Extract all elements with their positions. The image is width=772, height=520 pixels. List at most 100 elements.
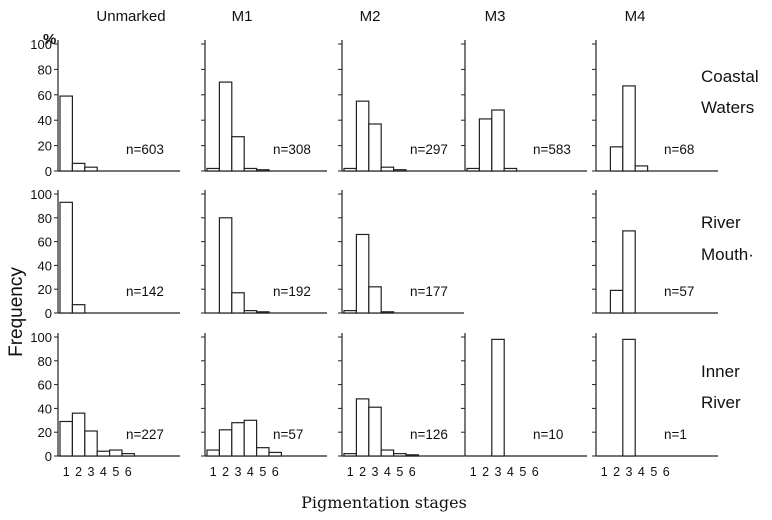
panel: 0 20 40 60 80 100 n=603	[30, 37, 180, 179]
sample-size-label: n=10	[533, 427, 563, 442]
x-tick-label: 2	[222, 465, 229, 479]
row-label: River	[701, 213, 741, 232]
x-axis-title: Pigmentation stages	[301, 493, 467, 512]
x-tick-label: 4	[247, 465, 254, 479]
row-labels: Coastal Waters River Mouth· Inner River	[701, 67, 759, 412]
x-tick-label: 1	[210, 465, 217, 479]
y-axis-title: Frequency	[6, 267, 27, 357]
sample-size-label: n=308	[273, 142, 311, 157]
x-tick-label: 3	[235, 465, 242, 479]
bar	[256, 447, 270, 457]
sample-size-label: n=126	[410, 427, 448, 442]
panel: n=57	[592, 190, 718, 314]
y-tick-label: 0	[45, 306, 52, 321]
bar	[256, 311, 270, 314]
y-tick-label: 80	[38, 211, 52, 226]
y-tick-label: 40	[38, 401, 52, 416]
panel: n=68	[592, 40, 718, 172]
bar	[243, 419, 258, 457]
sample-size-label: n=177	[410, 284, 448, 299]
x-tick-label: 4	[100, 465, 107, 479]
x-tick-label: 2	[359, 465, 366, 479]
bar	[380, 449, 395, 457]
x-tick-label: 5	[650, 465, 657, 479]
column-header: M2	[360, 8, 381, 25]
y-tick-label: 40	[38, 113, 52, 128]
bar	[380, 166, 395, 172]
y-tick-label: 100	[30, 330, 52, 345]
y-tick-label: 80	[38, 354, 52, 369]
x-tick-label: 1	[63, 465, 70, 479]
x-tick-label: 2	[75, 465, 82, 479]
bar	[622, 338, 636, 457]
x-tick-label: 3	[88, 465, 95, 479]
bar	[405, 454, 419, 457]
panel: 0 20 40 60 80 100 n=142	[30, 187, 180, 321]
bar	[59, 420, 73, 457]
bar	[466, 167, 480, 172]
bar	[355, 398, 370, 457]
row-label: Inner	[701, 362, 740, 381]
panel: n=57	[201, 333, 327, 457]
x-tick-label: 1	[470, 465, 477, 479]
bar	[218, 429, 233, 457]
y-tick-label: 20	[38, 425, 52, 440]
column-headers: Unmarked M1 M2 M3 M4	[96, 8, 645, 25]
sample-size-label: n=57	[273, 427, 303, 442]
panel: n=297	[338, 40, 464, 172]
bar	[609, 289, 624, 314]
x-tick-label: 2	[482, 465, 489, 479]
x-tick-label: 6	[125, 465, 132, 479]
x-tick-label: 6	[532, 465, 539, 479]
sample-size-label: n=227	[126, 427, 164, 442]
bar	[59, 95, 73, 172]
bar	[343, 167, 357, 172]
y-unit-label: %	[43, 31, 56, 48]
bar	[393, 453, 407, 457]
sample-size-label: n=583	[533, 142, 571, 157]
x-tick-label: 6	[272, 465, 279, 479]
sample-size-label: n=297	[410, 142, 448, 157]
bar	[231, 292, 245, 314]
sample-size-label: n=142	[126, 284, 164, 299]
y-tick-label: 60	[38, 378, 52, 393]
sample-size-label: n=603	[126, 142, 164, 157]
bar	[503, 167, 518, 172]
bar	[84, 430, 98, 457]
y-tick-label: 60	[38, 235, 52, 250]
bar	[622, 230, 636, 314]
bar	[355, 100, 370, 172]
x-tick-label: 2	[613, 465, 620, 479]
y-tick-label: 80	[38, 62, 52, 77]
y-tick-label: 100	[30, 187, 52, 202]
panel: n=10	[461, 333, 587, 457]
bar	[206, 167, 220, 172]
bar	[343, 310, 357, 314]
bar	[218, 217, 233, 314]
bar	[231, 136, 245, 172]
y-tick-label: 0	[45, 164, 52, 179]
bar	[121, 453, 135, 457]
x-tick-label: 5	[112, 465, 119, 479]
bar	[368, 406, 382, 457]
x-tick-label: 6	[663, 465, 670, 479]
panel: 0 20 40 60 80 100 n=227	[30, 330, 180, 464]
bar	[243, 310, 258, 314]
x-tick-label: 5	[519, 465, 526, 479]
sample-size-label: n=68	[664, 142, 694, 157]
panel: n=192	[201, 190, 327, 314]
x-tick-label: 4	[638, 465, 645, 479]
bar	[355, 233, 370, 314]
bar	[491, 338, 505, 457]
panel: n=1	[592, 333, 718, 457]
panel: n=177	[338, 190, 464, 314]
bar	[218, 81, 233, 172]
y-tick-label: 100	[30, 37, 52, 52]
bar	[243, 167, 258, 172]
panel: n=126	[338, 333, 464, 457]
sample-size-label: n=57	[664, 284, 694, 299]
y-tick-label: 60	[38, 88, 52, 103]
bar	[256, 169, 270, 172]
